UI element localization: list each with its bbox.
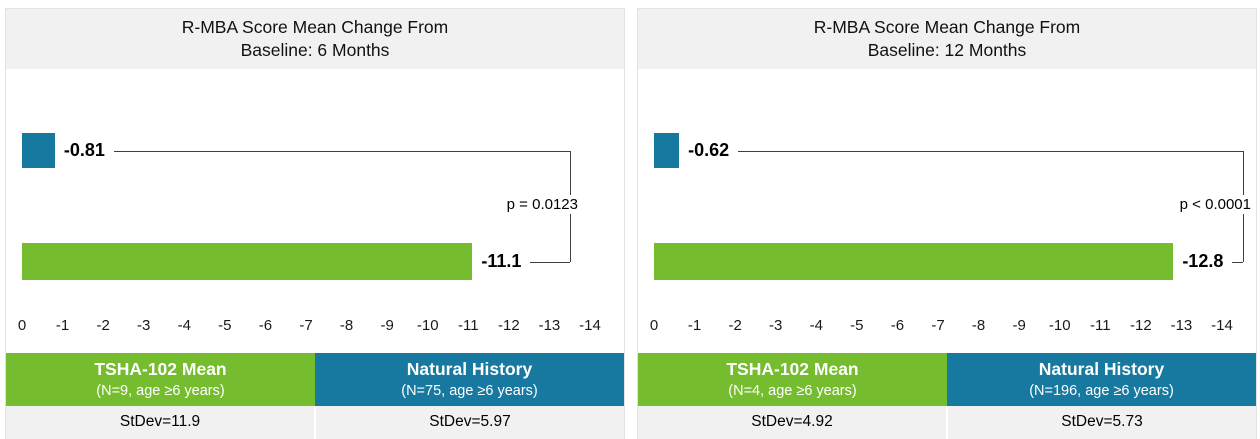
chart-panel-6-months: R-MBA Score Mean Change From Baseline: 6…: [5, 8, 625, 439]
chart-title-6-months: R-MBA Score Mean Change From Baseline: 6…: [6, 9, 624, 69]
x-axis-tick: -3: [769, 317, 783, 334]
x-axis-tick: -1: [55, 317, 70, 334]
tsha-102-value-label: -12.8: [1182, 251, 1224, 271]
chart-title-line1: R-MBA Score Mean Change From: [813, 17, 1081, 37]
legend-12-months: TSHA-102 Mean (N=4, age ≥6 years) Natura…: [638, 353, 1256, 406]
chart-title-12-months: R-MBA Score Mean Change From Baseline: 1…: [638, 9, 1256, 69]
x-axis-tick: -6: [890, 317, 905, 334]
x-axis-tick: -8: [339, 317, 354, 334]
bracket-bottom-line: [530, 261, 570, 263]
stdev-row-12-months: StDev=4.92 StDev=5.73: [638, 406, 1256, 439]
legend-natural-subtitle: (N=196, age ≥6 years): [1029, 383, 1174, 399]
legend-tsha-subtitle: (N=9, age ≥6 years): [96, 383, 225, 399]
stdev-natural: StDev=5.97: [314, 406, 624, 439]
p-value-label: p = 0.0123: [502, 195, 582, 214]
tsha-102-bar: [22, 243, 473, 280]
chart-title-line1: R-MBA Score Mean Change From: [181, 17, 449, 37]
x-axis-tick: -12: [498, 317, 520, 334]
x-axis-tick: -14: [579, 317, 601, 334]
x-axis-tick: -10: [1048, 317, 1071, 334]
x-axis-tick: -7: [931, 317, 945, 334]
chart-panel-12-months: R-MBA Score Mean Change From Baseline: 1…: [637, 8, 1257, 439]
chart-title-line2: Baseline: 6 Months: [240, 40, 390, 60]
x-axis-tick: -7: [299, 317, 313, 334]
x-axis: 0 -1 -2 -3 -4 -5 -6 -7 -8 -9 -10 -11 -12 -13 -14: [638, 69, 1256, 353]
chart-title-line2: Baseline: 12 Months: [867, 40, 1027, 60]
stdev-row-6-months: StDev=11.9 StDev=5.97: [6, 406, 624, 439]
stdev-tsha: StDev=11.9: [119, 413, 201, 430]
x-axis-tick: -11: [1089, 317, 1111, 334]
legend-tsha-102: TSHA-102 Mean (N=9, age ≥6 years): [6, 353, 315, 406]
stdev-natural: StDev=5.73: [946, 406, 1256, 439]
x-axis-tick: -12: [1130, 317, 1152, 334]
legend-tsha-subtitle: (N=4, age ≥6 years): [728, 383, 857, 399]
p-value-label: p < 0.0001: [1175, 195, 1255, 214]
x-axis-tick: -3: [137, 317, 151, 334]
legend-tsha-title: TSHA-102 Mean: [726, 359, 859, 379]
x-axis-tick: 0: [649, 317, 659, 334]
stdev-tsha: StDev=4.92: [751, 413, 833, 430]
x-axis-tick: -5: [218, 317, 232, 334]
tsha-102-bar: [654, 243, 1174, 280]
x-axis-tick: -9: [1012, 317, 1026, 334]
x-axis-tick: -9: [380, 317, 394, 334]
x-axis: 0 -1 -2 -3 -4 -5 -6 -7 -8 -9 -10 -11 -12 -13 -14: [6, 69, 624, 353]
natural-history-bar: [654, 133, 680, 168]
natural-history-bar: [22, 133, 55, 168]
bracket-bottom-line: [1232, 261, 1243, 263]
x-axis-tick: -8: [971, 317, 986, 334]
natural-history-value-label: -0.62: [688, 140, 730, 160]
x-axis-tick: -13: [1170, 317, 1193, 334]
x-axis-tick: -13: [538, 317, 561, 334]
plot-area-12-months: -0.62 -12.8 p < 0.0001 0 -1 -2 -3 -4 -5 -6 -7 -8…: [638, 69, 1256, 353]
legend-tsha-102: TSHA-102 Mean (N=4, age ≥6 years): [638, 353, 947, 406]
x-axis-tick: -14: [1211, 317, 1233, 334]
legend-tsha-title: TSHA-102 Mean: [94, 359, 227, 379]
x-axis-tick: -2: [96, 317, 110, 334]
legend-natural-history: Natural History (N=75, age ≥6 years): [315, 353, 624, 406]
bracket-top-line: [738, 150, 1243, 152]
legend-natural-title: Natural History: [406, 359, 533, 379]
legend-natural-subtitle: (N=75, age ≥6 years): [401, 383, 538, 399]
x-axis-tick: -4: [177, 317, 191, 334]
x-axis-tick: -10: [416, 317, 439, 334]
x-axis-tick: -2: [728, 317, 742, 334]
legend-natural-history: Natural History (N=196, age ≥6 years): [947, 353, 1256, 406]
x-axis-tick: -11: [457, 317, 479, 334]
tsha-102-value-label: -11.1: [481, 251, 522, 271]
x-axis-tick: 0: [17, 317, 27, 334]
x-axis-tick: -4: [809, 317, 823, 334]
x-axis-tick: -1: [687, 317, 702, 334]
natural-history-value-label: -0.81: [63, 140, 105, 160]
x-axis-tick: -6: [258, 317, 273, 334]
bracket-top-line: [113, 150, 570, 152]
plot-area-6-months: -0.81 -11.1 p = 0.0123 0 -1 -2 -3 -4 -5 -6 -7 -8…: [6, 69, 624, 353]
legend-natural-title: Natural History: [1038, 359, 1165, 379]
x-axis-tick: -5: [850, 317, 864, 334]
legend-6-months: TSHA-102 Mean (N=9, age ≥6 years) Natura…: [6, 353, 624, 406]
